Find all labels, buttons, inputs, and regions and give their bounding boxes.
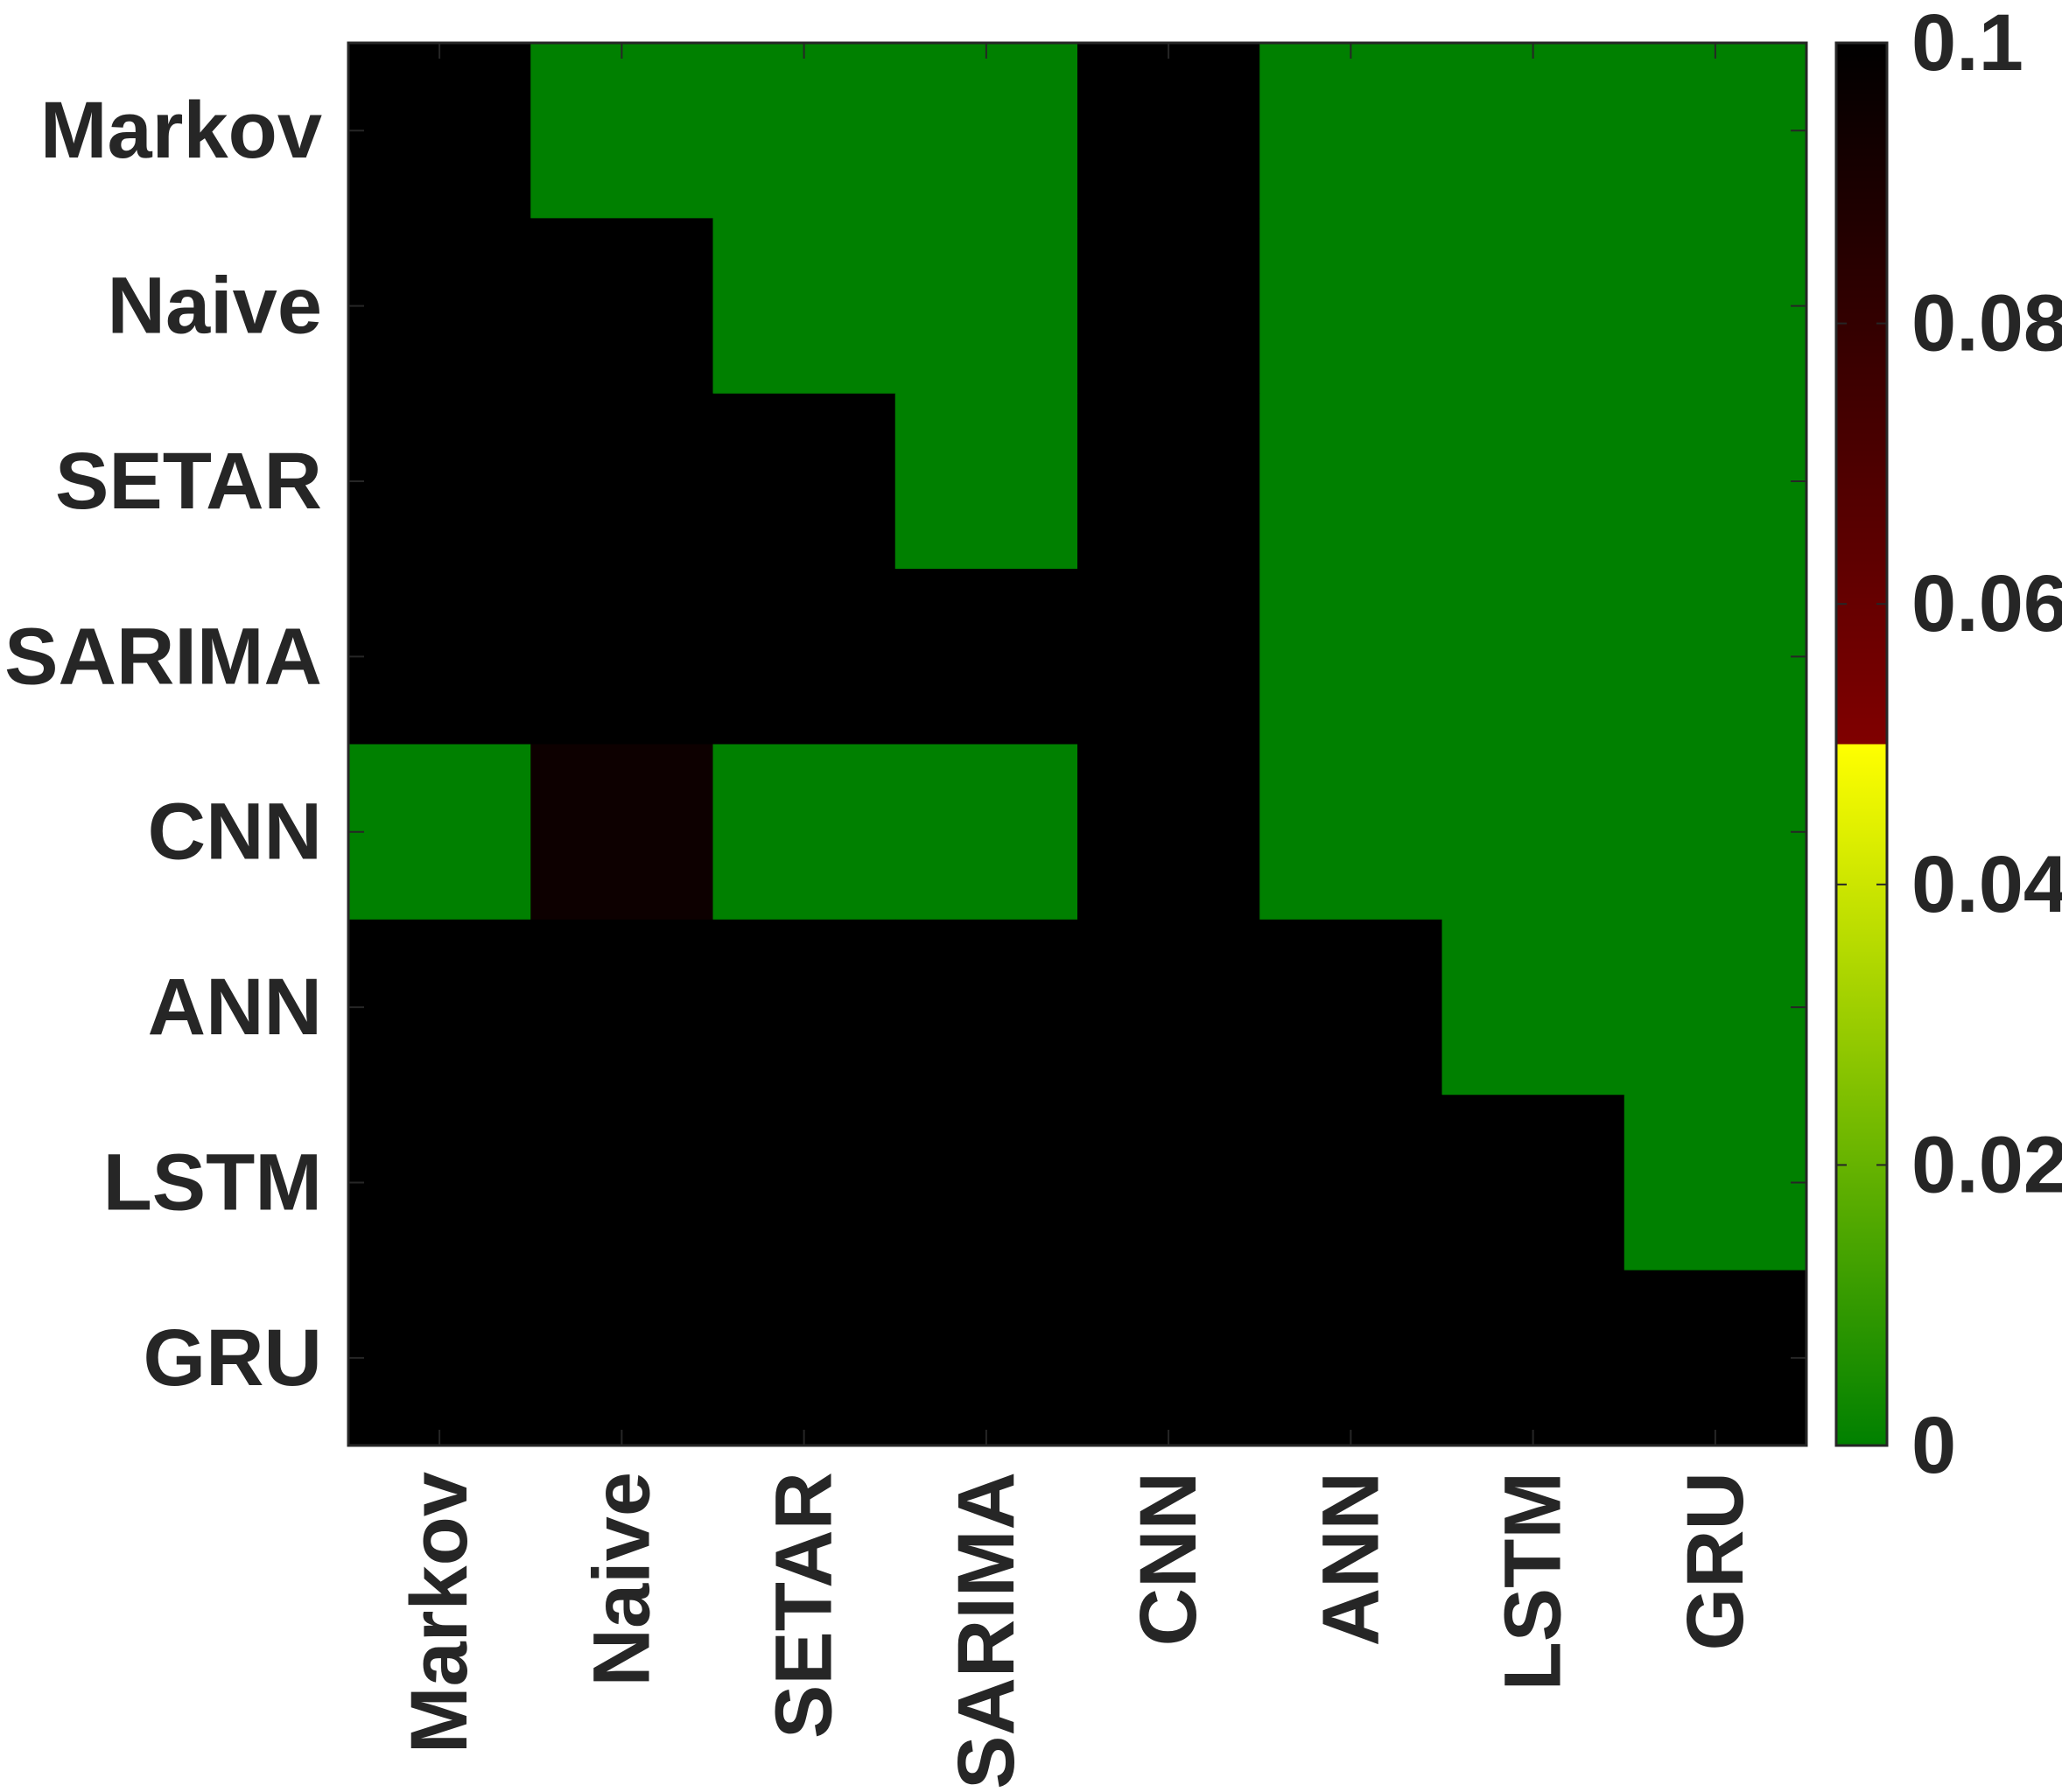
heatmap-cell-setar-naive — [530, 393, 714, 570]
colorbar-tick-label: 0.04 — [1911, 840, 2062, 929]
heatmap-cell-naive-ann — [1259, 218, 1443, 395]
axis-ticks — [348, 43, 1806, 1446]
heatmap-cell-ann-markov — [348, 919, 531, 1096]
heatmap-cell-markov-setar — [712, 43, 896, 219]
heatmap-cell-markov-naive — [530, 43, 714, 219]
y-tick-label: Naive — [108, 262, 323, 351]
x-tick-label: SARIMA — [942, 1472, 1031, 1789]
heatmap-cell-lstm-setar — [712, 1095, 896, 1271]
heatmap-cell-sarima-naive — [530, 569, 714, 746]
y-tick-label: Markov — [40, 86, 322, 175]
colorbar-tick-label: 0.02 — [1911, 1120, 2062, 1209]
heatmap-cell-naive-lstm — [1441, 218, 1625, 395]
heatmap-cell-ann-sarima — [894, 919, 1078, 1096]
heatmap-cell-gru-naive — [530, 1270, 714, 1446]
heatmap-cell-naive-naive — [530, 218, 714, 395]
heatmap-cell-markov-lstm — [1441, 43, 1625, 219]
heatmap-cell-setar-sarima — [894, 393, 1078, 570]
heatmap-cell-ann-naive — [530, 919, 714, 1096]
heatmap-cell-lstm-gru — [1624, 1095, 1807, 1271]
heatmap-cell-cnn-ann — [1259, 744, 1443, 920]
y-tick-label: SARIMA — [4, 612, 322, 701]
heatmap-cell-sarima-setar — [712, 569, 896, 746]
heatmap-cell-gru-setar — [712, 1270, 896, 1446]
heatmap-cell-gru-ann — [1259, 1270, 1443, 1446]
colorbar-tick-label: 0.08 — [1911, 279, 2062, 368]
heatmap-cell-cnn-sarima — [894, 744, 1078, 920]
heatmap-cell-naive-markov — [348, 218, 531, 395]
colorbar-gradient — [1834, 41, 1889, 1447]
heatmap-cell-markov-gru — [1624, 43, 1807, 219]
heatmap-cell-setar-ann — [1259, 393, 1443, 570]
heatmap-cell-lstm-ann — [1259, 1095, 1443, 1271]
heatmap-cell-setar-gru — [1624, 393, 1807, 570]
heatmap-cell-sarima-lstm — [1441, 569, 1625, 746]
heatmap-cell-gru-cnn — [1077, 1270, 1260, 1446]
heatmap-cell-cnn-setar — [712, 744, 896, 920]
heatmap-cell-gru-gru — [1624, 1270, 1807, 1446]
heatmap-cell-lstm-lstm — [1441, 1095, 1625, 1271]
heatmap-cell-cnn-gru — [1624, 744, 1807, 920]
heatmap-cell-naive-cnn — [1077, 218, 1260, 395]
heatmap-cell-gru-sarima — [894, 1270, 1078, 1446]
y-tick-label: SETAR — [55, 437, 322, 526]
colorbar-tick-label: 0 — [1911, 1401, 1956, 1490]
heatmap-cell-markov-sarima — [894, 43, 1078, 219]
heatmap-cell-cnn-markov — [348, 744, 531, 920]
heatmap-cell-ann-ann — [1259, 919, 1443, 1096]
colorbar-tick-label: 0.1 — [1911, 0, 2023, 88]
heatmap-cell-ann-setar — [712, 919, 896, 1096]
heatmap-cell-lstm-markov — [348, 1095, 531, 1271]
colorbar-tick-label: 0.06 — [1911, 559, 2062, 648]
heatmap-cell-sarima-sarima — [894, 569, 1078, 746]
heatmap-cell-ann-cnn — [1077, 919, 1260, 1096]
x-tick-label: GRU — [1671, 1472, 1760, 1650]
heatmap-cell-sarima-markov — [348, 569, 531, 746]
colorbar: 0 0.02 0.04 0.06 0.08 0.1 — [1834, 0, 2062, 1490]
heatmap-cell-sarima-gru — [1624, 569, 1807, 746]
x-tick-label: ANN — [1306, 1472, 1395, 1646]
heatmap-cell-naive-setar — [712, 218, 896, 395]
heatmap-cell-lstm-cnn — [1077, 1095, 1260, 1271]
heatmap-cell-cnn-lstm — [1441, 744, 1625, 920]
heatmap-cell-lstm-naive — [530, 1095, 714, 1271]
heatmap-cells — [348, 43, 1807, 1446]
heatmap-cell-naive-gru — [1624, 218, 1807, 395]
heatmap-cell-ann-lstm — [1441, 919, 1625, 1096]
x-tick-labels: Markov Naive SETAR SARIMA CNN ANN LSTM GRU — [395, 1472, 1760, 1789]
heatmap-cell-sarima-cnn — [1077, 569, 1260, 746]
heatmap-cell-cnn-naive — [530, 744, 714, 920]
heatmap-cell-setar-setar — [712, 393, 896, 570]
y-tick-label: ANN — [148, 962, 322, 1052]
heatmap-cell-setar-cnn — [1077, 393, 1260, 570]
heatmap-cell-setar-lstm — [1441, 393, 1625, 570]
heatmap-cell-markov-cnn — [1077, 43, 1260, 219]
heatmap-cell-gru-markov — [348, 1270, 531, 1446]
x-tick-label: Markov — [395, 1472, 484, 1754]
heatmap-cell-markov-ann — [1259, 43, 1443, 219]
heatmap-cell-setar-markov — [348, 393, 531, 570]
y-tick-labels: Markov Naive SETAR SARIMA CNN ANN LSTM GRU — [4, 86, 322, 1403]
plot-frame — [347, 41, 1808, 1447]
heatmap-cell-markov-markov — [348, 43, 531, 219]
heatmap-cell-naive-sarima — [894, 218, 1078, 395]
heatmap-cell-ann-gru — [1624, 919, 1807, 1096]
heatmap-cell-lstm-sarima — [894, 1095, 1078, 1271]
y-tick-label: LSTM — [103, 1138, 322, 1227]
x-tick-label: CNN — [1124, 1472, 1213, 1646]
heatmap-cell-gru-lstm — [1441, 1270, 1625, 1446]
y-tick-label: CNN — [148, 788, 322, 877]
heatmap-cell-sarima-ann — [1259, 569, 1443, 746]
x-tick-label: SETAR — [760, 1472, 849, 1739]
y-tick-label: GRU — [144, 1313, 322, 1403]
x-tick-label: Naive — [577, 1472, 666, 1687]
heatmap-cell-cnn-cnn — [1077, 744, 1260, 920]
x-tick-label: LSTM — [1489, 1472, 1578, 1690]
